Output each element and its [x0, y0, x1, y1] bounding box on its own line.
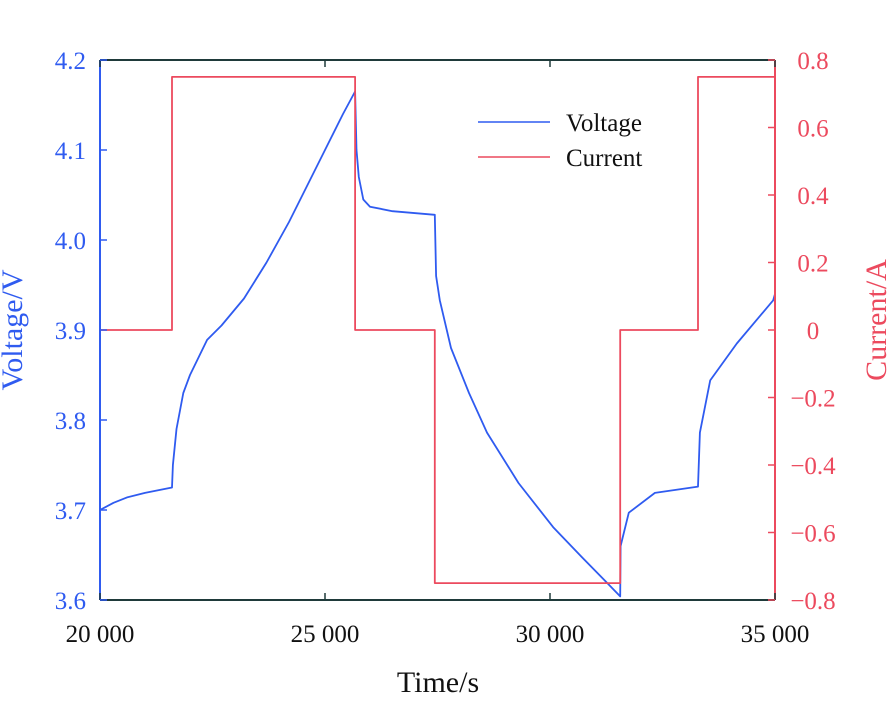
y-right-tick-label: −0.4	[790, 453, 836, 480]
legend-voltage-label: Voltage	[566, 110, 642, 137]
x-tick-label: 30 000	[516, 621, 585, 648]
x-tick-label: 20 000	[66, 621, 135, 648]
current-line	[100, 76, 775, 584]
y-left-tick-label: 3.9	[55, 318, 86, 345]
y-left-tick-label: 4.1	[55, 138, 86, 165]
y-left-tick-label: 4.0	[55, 228, 86, 255]
legend: Voltage Current	[478, 110, 642, 172]
x-tick-label: 25 000	[291, 621, 360, 648]
y-right-tick-label: 0	[807, 318, 820, 345]
voltage-line	[99, 90, 776, 598]
y-left-tick-label: 4.2	[55, 48, 86, 75]
y-right-tick-label: −0.6	[790, 521, 835, 548]
y-right-tick-label: −0.8	[790, 588, 835, 615]
y-right-tick-label: −0.2	[790, 386, 835, 413]
y-right-tick-label: 0.8	[797, 48, 828, 75]
y-right-tick-label: 0.2	[797, 251, 828, 278]
x-axis-label: Time/s	[397, 666, 479, 699]
y-left-tick-label: 3.6	[55, 588, 86, 615]
y-left-tick-label: 3.8	[55, 408, 86, 435]
y-right-tick-label: 0.4	[797, 183, 829, 210]
legend-current-label: Current	[566, 145, 642, 172]
y-left-axis-label: Voltage/V	[0, 269, 29, 390]
y-left-tick-label: 3.7	[55, 498, 86, 525]
y-right-axis-label: Current/A	[860, 259, 893, 381]
x-tick-label: 35 000	[741, 621, 810, 648]
y-right-tick-label: 0.6	[797, 116, 828, 143]
